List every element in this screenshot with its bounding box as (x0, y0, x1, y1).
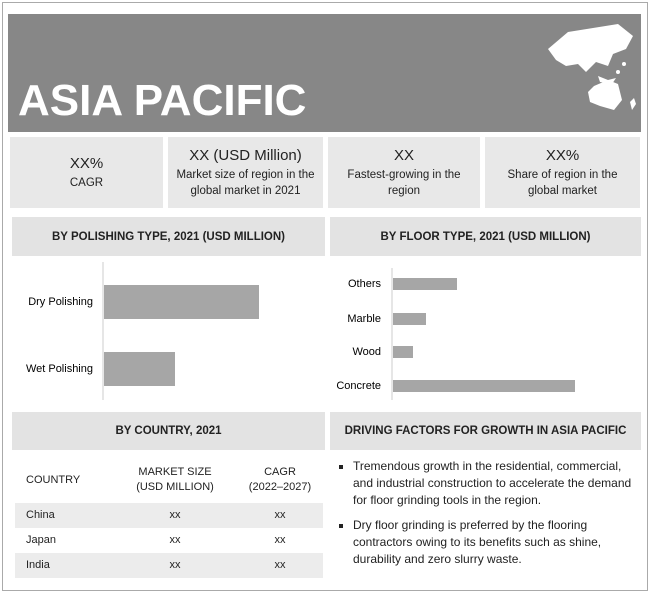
table-row: China xx xx (15, 503, 323, 528)
stat-box: XX% Share of region in the global market (485, 137, 640, 208)
section-title: BY FLOOR TYPE, 2021 (USD MILLION) (330, 217, 641, 256)
bar (104, 285, 259, 319)
bar (393, 278, 457, 290)
table-cell: xx (169, 509, 181, 521)
driver-item: Tremendous growth in the residential, co… (353, 458, 637, 509)
column-header-line: (2022–2027) (248, 481, 312, 493)
column-header: COUNTRY (26, 460, 126, 500)
column-header-line: CAGR (264, 466, 296, 478)
table-cell: xx (169, 559, 181, 571)
section-title: BY COUNTRY, 2021 (12, 412, 325, 450)
category-label: Others (348, 278, 382, 290)
table-header: COUNTRY MARKET SIZE (USD MILLION) CAGR (2022… (15, 460, 323, 500)
stat-label: Market size of region in the global mark… (176, 168, 315, 197)
category-label: Concrete (336, 380, 381, 392)
stat-value: XX% (69, 154, 104, 172)
section-title: DRIVING FACTORS FOR GROWTH IN ASIA PACIF… (330, 412, 641, 450)
stat-box: XX Fastest-growing in the region (328, 137, 480, 208)
stat-label: Fastest-growing in the region (347, 168, 461, 197)
bar (104, 352, 175, 386)
table-cell: Japan (26, 534, 56, 546)
column-header-line: MARKET SIZE (138, 466, 212, 478)
stat-value: XX (393, 146, 414, 164)
table-cell: xx (274, 559, 286, 571)
stat-box: XX (USD Million) Market size of region in… (168, 137, 323, 208)
stat-value: XX (USD Million) (189, 146, 302, 164)
category-label: Wet Polishing (26, 363, 93, 375)
driver-list: Tremendous growth in the residential, co… (337, 458, 637, 576)
table-cell: xx (274, 509, 286, 521)
category-label: Marble (347, 313, 381, 325)
table-cell: xx (169, 534, 181, 546)
stat-value: XX% (545, 146, 580, 164)
header-band: ASIA PACIFIC (8, 14, 641, 132)
charts: Dry Polishing Wet Polishing Others Marble Wo… (26, 262, 575, 400)
section-title: BY POLISHING TYPE, 2021 (USD MILLION) (12, 217, 325, 256)
column-header: MARKET SIZE (USD MILLION) (125, 460, 225, 500)
table-cell: India (26, 559, 50, 571)
country-table: COUNTRY MARKET SIZE (USD MILLION) CAGR (2022… (15, 460, 323, 580)
column-header-line: COUNTRY (26, 473, 81, 486)
category-label: Dry Polishing (28, 296, 93, 308)
stat-label: Share of region in the global market (507, 168, 618, 197)
bar (393, 380, 575, 392)
map-icon (548, 24, 636, 110)
column-header-line: (USD MILLION) (136, 481, 214, 493)
column-header: CAGR (2022–2027) (230, 460, 330, 500)
bar (393, 346, 413, 358)
category-label: Wood (352, 346, 381, 358)
header-title: ASIA PACIFIC (18, 76, 307, 125)
table-cell: China (26, 509, 55, 521)
table-row: Japan xx xx (15, 528, 323, 553)
stat-box: XX% CAGR (10, 137, 163, 208)
stat-label: CAGR (69, 176, 104, 189)
table-row: India xx xx (15, 553, 323, 578)
driver-item: Dry floor grinding is preferred by the f… (353, 517, 637, 568)
table-cell: xx (274, 534, 286, 546)
bar (393, 313, 426, 325)
